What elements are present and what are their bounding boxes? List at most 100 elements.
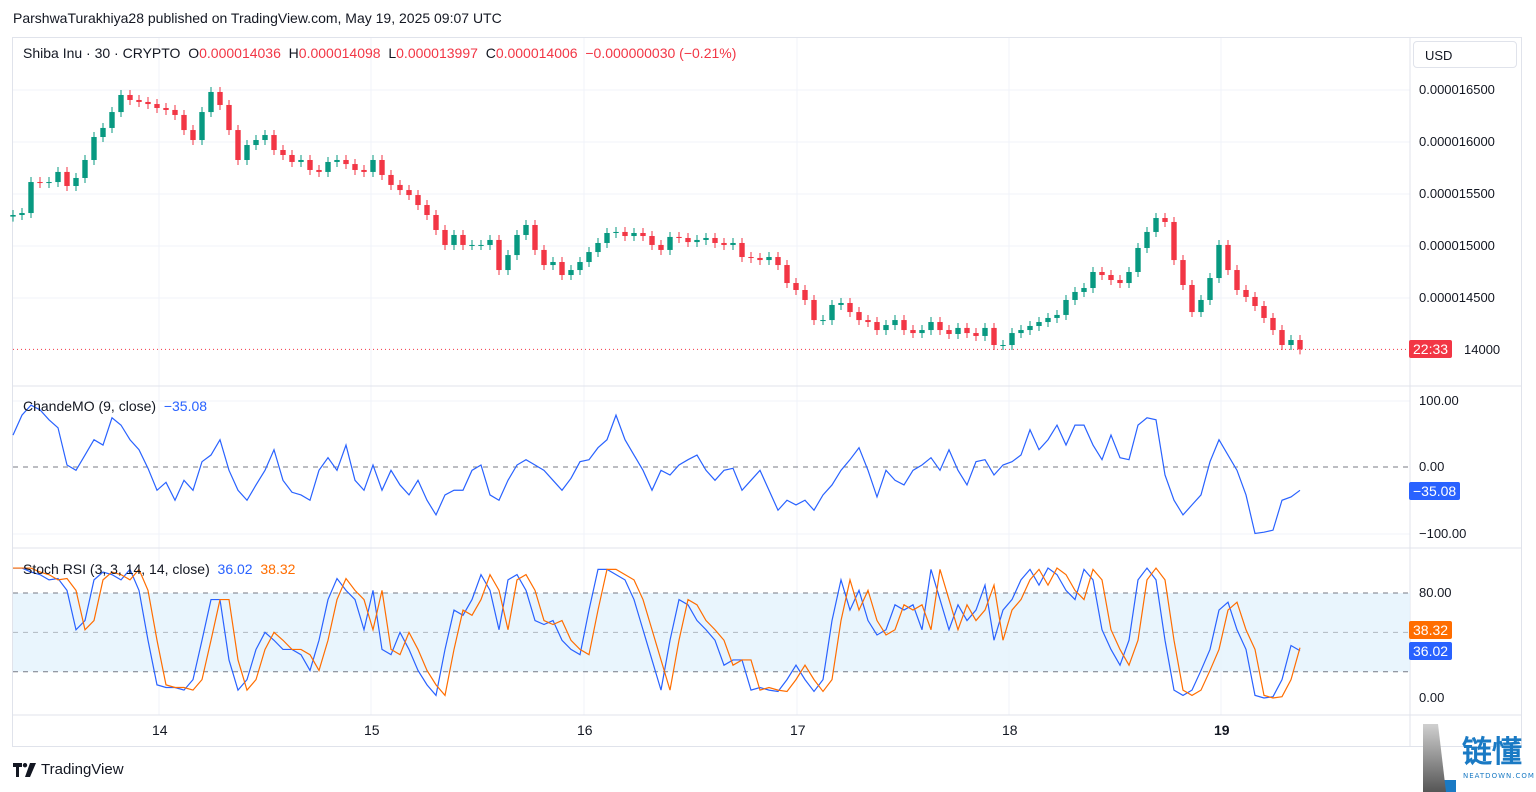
candle-up — [586, 252, 592, 263]
candle-up — [451, 234, 457, 245]
countdown-tag: 22:33 — [1409, 340, 1453, 358]
candle-down — [973, 333, 979, 336]
candle-up — [667, 236, 673, 250]
candle-down — [316, 169, 322, 172]
publish-info: ParshwaTurakhiya28 published on TradingV… — [13, 10, 502, 26]
stoch-legend[interactable]: Stoch RSI (3, 3, 14, 14, close) 36.02 38… — [23, 561, 295, 577]
neatdown-watermark-logo: 链懂 NEATDOWN.COM — [1423, 724, 1534, 792]
candle-down — [307, 159, 313, 170]
candle-down — [991, 327, 997, 346]
candle-up — [514, 234, 520, 256]
candle-down — [343, 159, 349, 165]
candle-up — [928, 322, 934, 331]
candle-up — [550, 262, 556, 266]
cmo-tick: −100.00 — [1419, 526, 1467, 541]
candle-down — [145, 101, 151, 105]
currency-button[interactable]: USD — [1413, 41, 1517, 68]
candle-down — [784, 265, 790, 284]
candle-down — [1108, 275, 1114, 281]
price-legend: Shiba Inu · 30 · CRYPTO O0.000014036 H0.… — [23, 45, 736, 61]
candle-down — [1225, 244, 1231, 271]
open-value: 0.000014036 — [199, 45, 281, 61]
candle-up — [703, 237, 709, 240]
candle-up — [505, 255, 511, 271]
candle-down — [802, 289, 808, 300]
candle-down — [1099, 272, 1105, 276]
candle-down — [721, 242, 727, 245]
candle-up — [19, 213, 25, 216]
candle-up — [1045, 317, 1051, 323]
candle-up — [523, 224, 529, 235]
candle-up — [55, 171, 61, 183]
candle-up — [334, 159, 340, 162]
candle-up — [73, 177, 79, 186]
candle-up — [1207, 278, 1213, 300]
high-label: H — [288, 45, 299, 61]
candle-down — [190, 130, 196, 141]
candle-down — [289, 155, 295, 162]
cmo-label: ChandeMO (9, close) — [23, 398, 157, 414]
time-tick: 19 — [1214, 722, 1230, 738]
candle-down — [379, 159, 385, 175]
svg-text:链懂: 链懂 — [1462, 735, 1522, 770]
candle-down — [901, 320, 907, 331]
candle-down — [415, 195, 421, 206]
candle-up — [469, 244, 475, 246]
candle-down — [1297, 340, 1303, 350]
candle-down — [910, 330, 916, 334]
candle-down — [865, 320, 871, 323]
candle-up — [244, 145, 250, 160]
candle-up — [199, 112, 205, 141]
time-tick: 17 — [790, 722, 806, 738]
tradingview-brand[interactable]: TradingView — [13, 761, 124, 778]
time-tick: 18 — [1002, 722, 1018, 738]
candle-down — [1261, 306, 1267, 318]
candle-down — [793, 283, 799, 290]
candle-down — [361, 169, 367, 172]
candle-down — [946, 330, 952, 334]
candle-up — [883, 325, 889, 331]
stoch-tick: 0.00 — [1419, 690, 1445, 705]
candle-up — [613, 231, 619, 233]
open-label: O — [188, 45, 200, 61]
candle-up — [577, 262, 583, 271]
candle-down — [1243, 289, 1249, 297]
cmo-legend[interactable]: ChandeMO (9, close) −35.08 — [23, 398, 207, 414]
candle-down — [1234, 270, 1240, 290]
stoch-d-tag: 38.32 — [1409, 621, 1453, 639]
candle-up — [325, 161, 331, 172]
chart-frame — [12, 37, 1522, 747]
candle-down — [442, 229, 448, 245]
candle-up — [919, 330, 925, 334]
candle-down — [775, 257, 781, 266]
candle-down — [127, 94, 133, 100]
candle-up — [91, 137, 97, 160]
candle-up — [694, 239, 700, 243]
cmo-tick: 0.00 — [1419, 459, 1445, 474]
candle-down — [649, 236, 655, 245]
candle-down — [685, 237, 691, 243]
candle-up — [82, 159, 88, 178]
price-tick: 0.000014500 — [1419, 290, 1495, 305]
candle-down — [496, 239, 502, 271]
candle-down — [847, 302, 853, 313]
candle-down — [181, 114, 187, 131]
candle-up — [208, 91, 214, 113]
stoch-k-tag: 36.02 — [1409, 642, 1453, 660]
candle-up — [604, 233, 610, 243]
candle-up — [1036, 322, 1042, 326]
candle-up — [1072, 291, 1078, 300]
candle-down — [1162, 218, 1168, 222]
candle-down — [388, 174, 394, 185]
close-label: C — [485, 45, 496, 61]
candle-down — [433, 215, 439, 230]
candle-up — [1126, 272, 1132, 284]
candle-down — [280, 150, 286, 155]
candle-up — [1288, 340, 1294, 346]
time-tick: 16 — [577, 722, 593, 738]
symbol-label[interactable]: Shiba Inu · 30 · CRYPTO — [23, 45, 181, 61]
candle-up — [1063, 299, 1069, 315]
candle-up — [595, 242, 601, 253]
candle-down — [136, 99, 142, 102]
